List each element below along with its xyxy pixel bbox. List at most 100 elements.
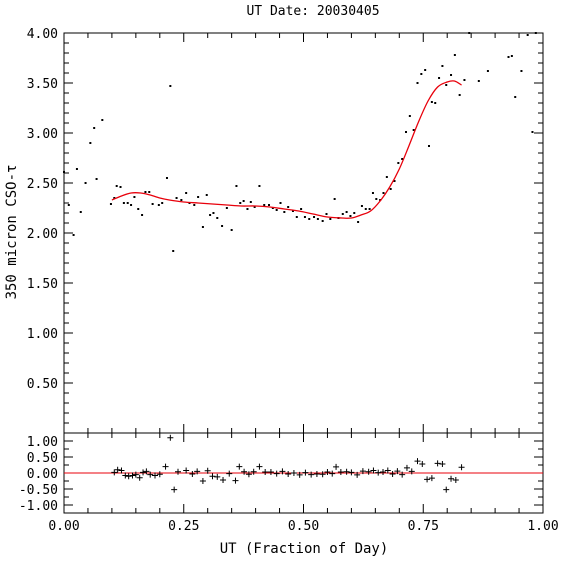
residuals-residual-point (189, 470, 196, 477)
residuals-residual-point (329, 470, 336, 477)
residuals-residual-point (162, 463, 169, 470)
main-data-point (458, 94, 461, 96)
residuals-residual-point (214, 473, 221, 480)
main-data-point (510, 55, 513, 57)
x-tick-label: 0.25 (168, 519, 199, 534)
main-data-point (393, 180, 396, 182)
main-data-point (445, 84, 448, 86)
residuals-residual-point (267, 469, 274, 476)
residuals-residual-point (226, 470, 233, 477)
x-tick-label: 0.75 (408, 519, 439, 534)
residuals-residual-point (408, 468, 415, 475)
residuals-residual-point (439, 461, 446, 468)
residuals-y-tick-label: -1.00 (19, 499, 58, 514)
main-data-point (360, 205, 363, 207)
residuals-residual-point (114, 466, 121, 473)
residuals-residual-point (296, 471, 303, 478)
residuals-residual-point (199, 478, 206, 484)
main-data-point (268, 204, 271, 206)
main-data-point (275, 209, 278, 211)
main-data-point (239, 202, 242, 204)
chart-title: UT Date: 20030405 (246, 4, 379, 19)
main-y-tick-label: 3.00 (27, 127, 58, 142)
main-data-point (141, 214, 144, 216)
residuals-residual-point (337, 469, 344, 476)
main-data-point (169, 85, 172, 87)
main-data-point (520, 70, 523, 72)
residuals-residual-point (290, 470, 297, 476)
main-data-point (221, 225, 224, 227)
residuals-residual-point (132, 471, 139, 478)
residuals-residual-point (140, 469, 147, 476)
residuals-residual-point (152, 472, 159, 479)
main-data-point (133, 196, 136, 198)
main-data-point (175, 197, 178, 199)
x-tick-label: 1.00 (527, 519, 558, 534)
main-data-point (258, 185, 261, 187)
main-data-point (137, 208, 140, 210)
main-data-point (172, 250, 175, 252)
main-data-point (412, 129, 415, 131)
main-data-point (353, 212, 356, 214)
main-data-point (420, 73, 423, 75)
main-data-point (157, 204, 160, 206)
main-data-point (389, 188, 392, 190)
main-data-point (382, 192, 385, 194)
main-data-point (271, 207, 274, 209)
residuals-residual-point (375, 469, 382, 476)
main-data-point (216, 217, 219, 219)
main-data-point (109, 203, 112, 205)
main-y-tick-label: 1.00 (27, 327, 58, 342)
residuals-residual-point (220, 477, 227, 484)
residuals-residual-point (414, 458, 421, 465)
main-data-point (349, 215, 352, 217)
residuals-residual-point (424, 476, 431, 483)
main-data-point (283, 211, 286, 213)
main-y-tick-label: 1.50 (27, 277, 58, 292)
main-data-point (75, 168, 78, 170)
residuals-residual-point (428, 475, 435, 482)
main-data-point (225, 207, 228, 209)
residuals-residual-point (262, 469, 269, 476)
main-y-tick-label: 0.50 (27, 377, 58, 392)
residuals-residual-point (183, 467, 190, 474)
main-data-point (126, 202, 129, 204)
main-data-point (438, 77, 441, 79)
residuals-residual-point (313, 470, 320, 477)
main-data-point (405, 131, 408, 133)
main-y-tick-label: 2.50 (27, 177, 58, 192)
residuals-residual-point (285, 470, 292, 477)
x-tick-label: 0.50 (288, 519, 319, 534)
main-data-point (401, 158, 404, 160)
residuals-y-tick-label: -0.50 (19, 483, 58, 498)
residuals-residual-point (452, 477, 459, 484)
main-data-point (193, 204, 196, 206)
residuals-residual-point (302, 469, 309, 476)
main-data-point (526, 34, 529, 36)
main-data-point (205, 194, 208, 196)
main-data-point (434, 102, 437, 104)
main-data-point (84, 182, 87, 184)
main-data-point (165, 177, 168, 179)
main-data-point (364, 208, 367, 210)
residuals-residual-point (348, 469, 355, 476)
residuals-y-tick-label: 0.50 (27, 451, 58, 466)
main-data-point (279, 202, 282, 204)
main-data-point (333, 198, 336, 200)
main-data-point (303, 216, 306, 218)
main-data-point (531, 131, 534, 133)
residuals-residual-point (384, 467, 391, 474)
main-data-point (287, 206, 290, 208)
residuals-residual-point (389, 470, 396, 477)
residuals-residual-point (236, 463, 243, 470)
main-data-point (514, 96, 517, 98)
residuals-residual-point (365, 468, 372, 475)
plot-layer: 0.501.001.502.002.503.003.504.001.000.50… (19, 27, 559, 534)
residuals-residual-point (333, 463, 340, 470)
main-data-point (230, 229, 233, 231)
main-data-point (486, 70, 489, 72)
main-data-point (161, 202, 164, 204)
residuals-residual-point (194, 468, 201, 475)
main-data-point (424, 69, 427, 71)
